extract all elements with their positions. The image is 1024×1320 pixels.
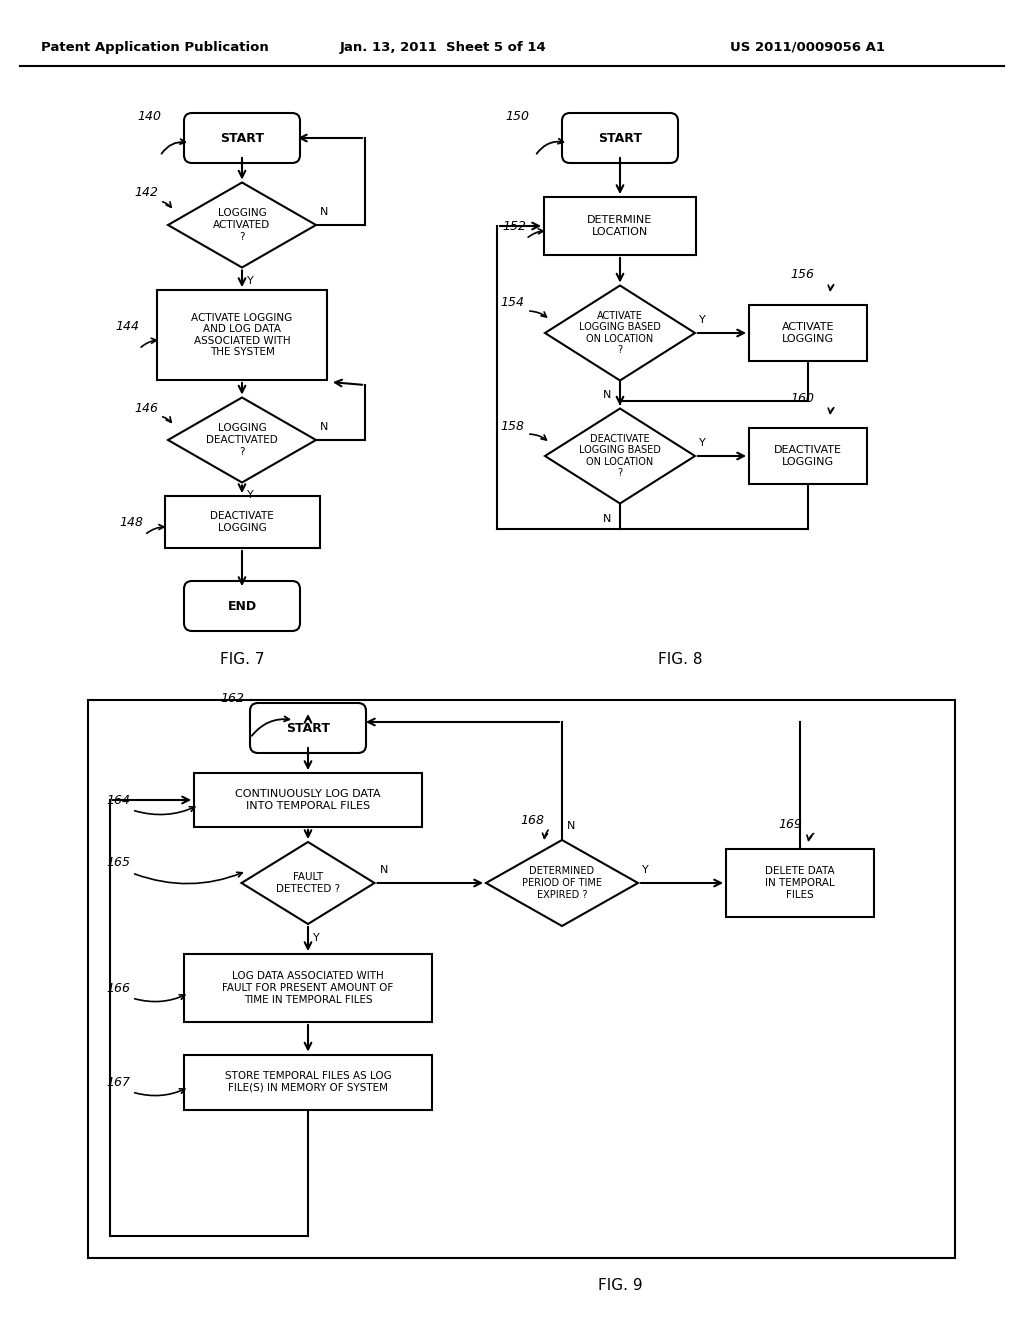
Text: LOGGING
DEACTIVATED
?: LOGGING DEACTIVATED ?	[206, 424, 278, 457]
Bar	[88, 700, 955, 1258]
Text: 156: 156	[790, 268, 814, 281]
Text: Y: Y	[642, 865, 649, 875]
FancyBboxPatch shape	[250, 704, 366, 752]
Text: N: N	[380, 865, 388, 875]
Text: Y: Y	[247, 491, 254, 500]
Text: 150: 150	[505, 110, 529, 123]
Text: FIG. 9: FIG. 9	[598, 1278, 642, 1292]
Text: 162: 162	[220, 692, 244, 705]
Text: 144: 144	[115, 321, 139, 334]
Text: DETERMINE
LOCATION: DETERMINE LOCATION	[588, 215, 652, 236]
FancyBboxPatch shape	[184, 114, 300, 162]
Text: 167: 167	[106, 1076, 130, 1089]
Text: Jan. 13, 2011  Sheet 5 of 14: Jan. 13, 2011 Sheet 5 of 14	[340, 41, 547, 54]
Text: 148: 148	[120, 516, 143, 528]
Text: START: START	[598, 132, 642, 144]
Bar	[184, 954, 432, 1022]
Text: 160: 160	[790, 392, 814, 404]
Text: ACTIVATE
LOGGING: ACTIVATE LOGGING	[781, 322, 835, 343]
Bar	[184, 1055, 432, 1110]
Text: N: N	[603, 391, 611, 400]
Bar	[544, 197, 696, 255]
Text: Y: Y	[699, 315, 706, 325]
Text: 152: 152	[502, 219, 526, 232]
Text: DEACTIVATE
LOGGING: DEACTIVATE LOGGING	[210, 511, 273, 533]
Bar	[157, 290, 327, 380]
Text: START: START	[286, 722, 330, 734]
FancyBboxPatch shape	[562, 114, 678, 162]
Polygon shape	[168, 397, 316, 483]
Bar	[749, 428, 867, 484]
Bar	[194, 774, 422, 828]
Text: LOG DATA ASSOCIATED WITH
FAULT FOR PRESENT AMOUNT OF
TIME IN TEMPORAL FILES: LOG DATA ASSOCIATED WITH FAULT FOR PRESE…	[222, 972, 393, 1005]
Text: CONTINUOUSLY LOG DATA
INTO TEMPORAL FILES: CONTINUOUSLY LOG DATA INTO TEMPORAL FILE…	[236, 789, 381, 810]
Text: 166: 166	[106, 982, 130, 994]
Text: 165: 165	[106, 857, 130, 870]
Text: 158: 158	[500, 420, 524, 433]
Text: DEACTIVATE
LOGGING: DEACTIVATE LOGGING	[774, 445, 842, 467]
Text: 154: 154	[500, 297, 524, 309]
Text: LOGGING
ACTIVATED
?: LOGGING ACTIVATED ?	[213, 209, 270, 242]
Text: US 2011/0009056 A1: US 2011/0009056 A1	[730, 41, 886, 54]
Text: FIG. 7: FIG. 7	[220, 652, 264, 668]
Text: 169: 169	[778, 818, 802, 832]
Bar	[165, 496, 319, 548]
Text: N: N	[603, 513, 611, 524]
Text: 146: 146	[134, 401, 158, 414]
Polygon shape	[168, 182, 316, 268]
Polygon shape	[242, 842, 375, 924]
Text: FAULT
DETECTED ?: FAULT DETECTED ?	[275, 873, 340, 894]
Text: Y: Y	[699, 438, 706, 447]
Text: 140: 140	[137, 110, 161, 123]
Text: FIG. 8: FIG. 8	[657, 652, 702, 668]
Bar	[726, 849, 874, 917]
Bar	[749, 305, 867, 360]
Text: N: N	[319, 422, 329, 432]
Text: START: START	[220, 132, 264, 144]
Text: 164: 164	[106, 793, 130, 807]
Polygon shape	[545, 408, 695, 503]
Text: STORE TEMPORAL FILES AS LOG
FILE(S) IN MEMORY OF SYSTEM: STORE TEMPORAL FILES AS LOG FILE(S) IN M…	[224, 1072, 391, 1093]
Text: DELETE DATA
IN TEMPORAL
FILES: DELETE DATA IN TEMPORAL FILES	[765, 866, 835, 900]
Text: END: END	[227, 599, 257, 612]
Polygon shape	[545, 285, 695, 380]
Text: 168: 168	[520, 814, 544, 828]
Text: Y: Y	[247, 276, 254, 285]
Text: Y: Y	[313, 933, 319, 942]
Text: DETERMINED
PERIOD OF TIME
EXPIRED ?: DETERMINED PERIOD OF TIME EXPIRED ?	[522, 866, 602, 900]
Text: N: N	[319, 207, 329, 216]
Text: N: N	[567, 821, 575, 832]
Text: 142: 142	[134, 186, 158, 199]
Text: ACTIVATE LOGGING
AND LOG DATA
ASSOCIATED WITH
THE SYSTEM: ACTIVATE LOGGING AND LOG DATA ASSOCIATED…	[191, 313, 293, 358]
Text: Patent Application Publication: Patent Application Publication	[41, 41, 269, 54]
Text: DEACTIVATE
LOGGING BASED
ON LOCATION
?: DEACTIVATE LOGGING BASED ON LOCATION ?	[579, 433, 660, 478]
FancyBboxPatch shape	[184, 581, 300, 631]
Text: ACTIVATE
LOGGING BASED
ON LOCATION
?: ACTIVATE LOGGING BASED ON LOCATION ?	[579, 310, 660, 355]
Polygon shape	[486, 840, 638, 927]
